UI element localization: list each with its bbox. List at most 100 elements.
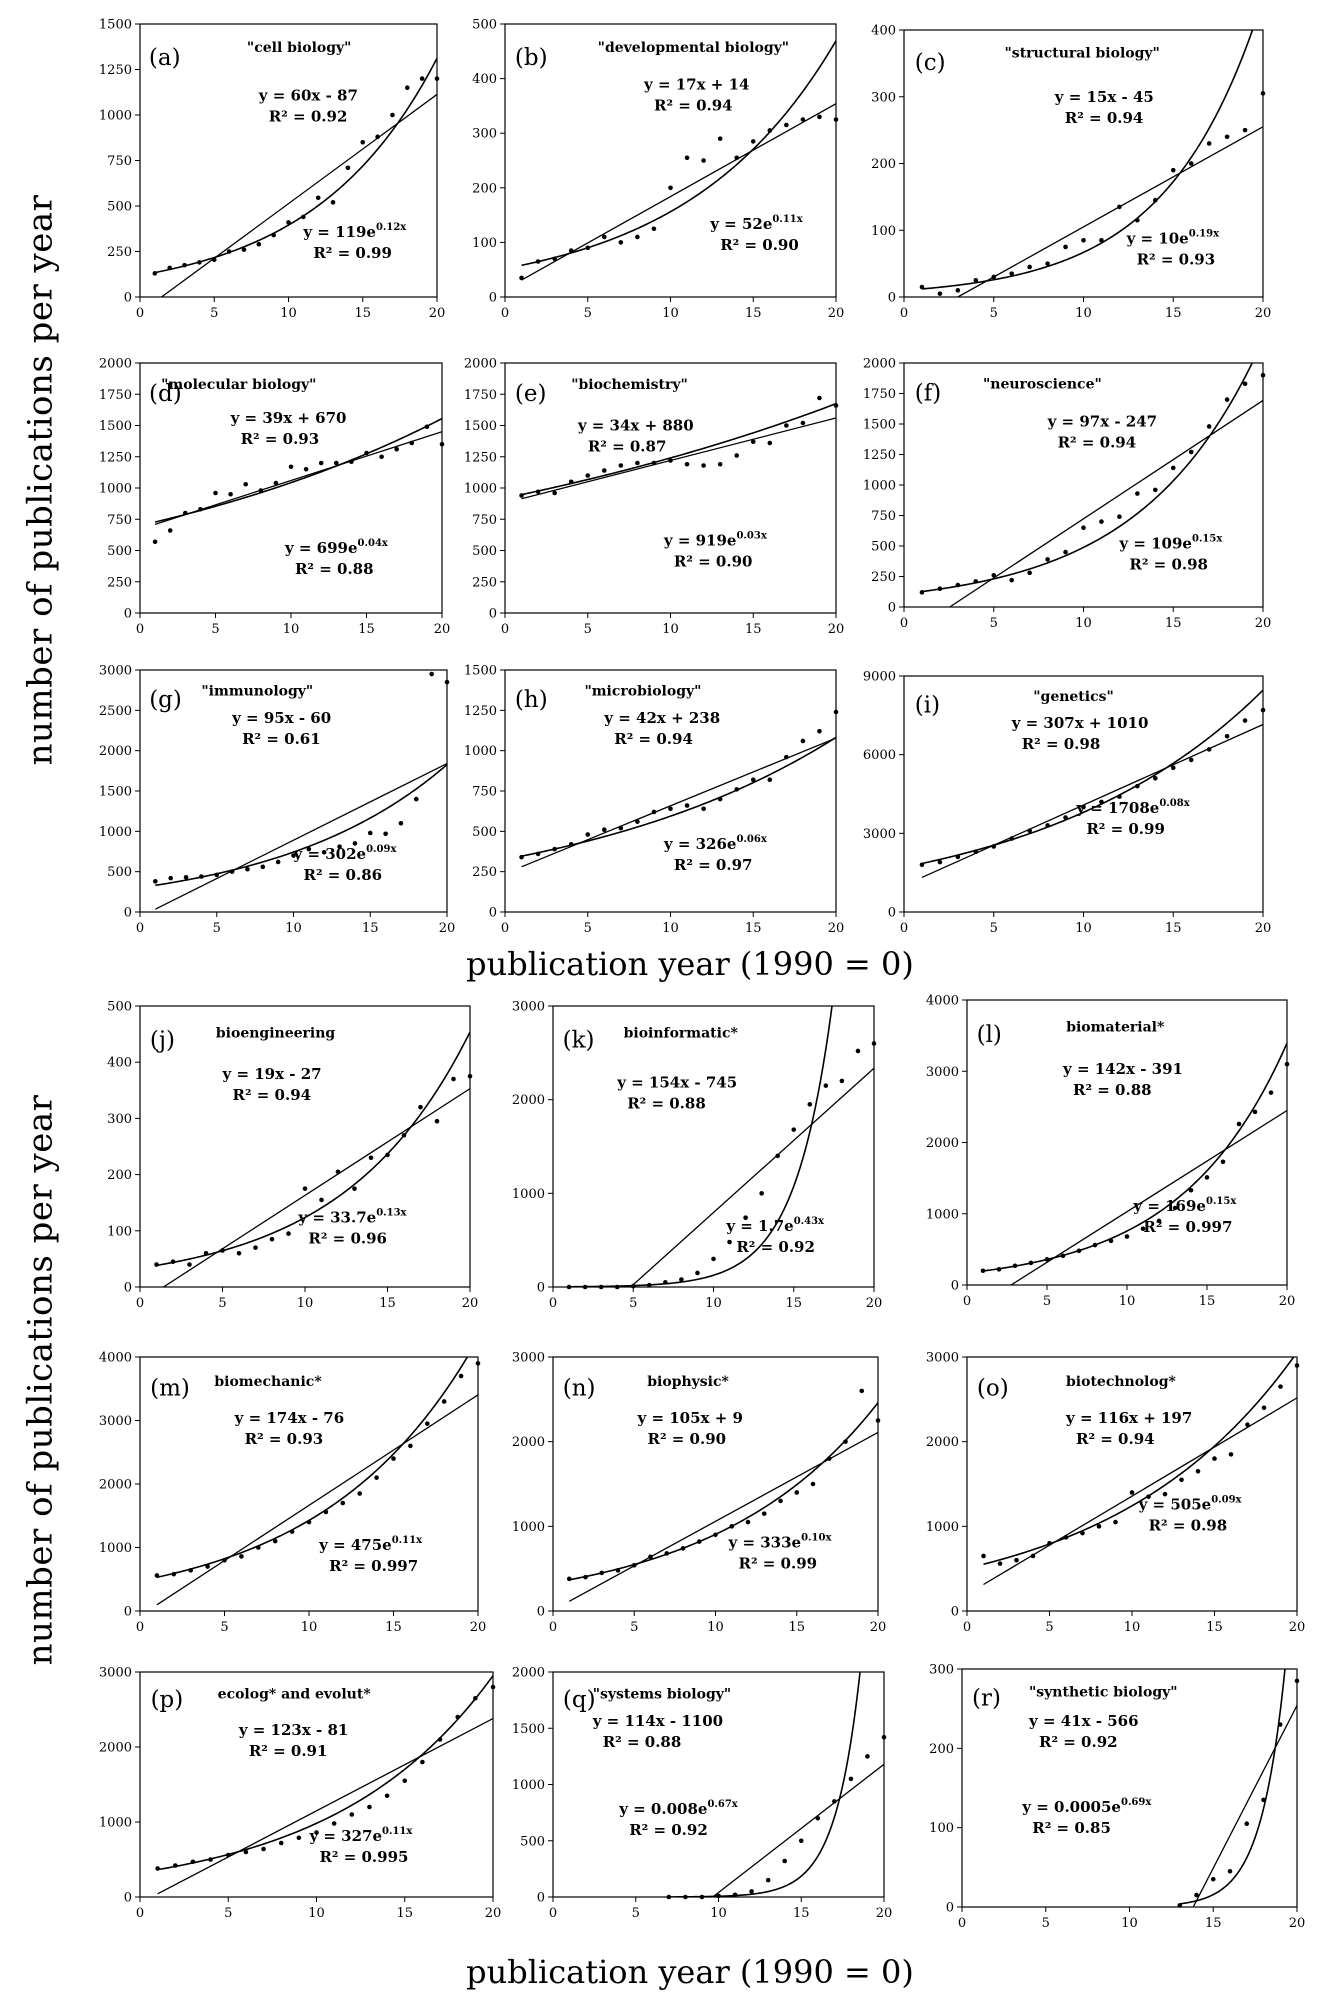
panel-h-y-tick-label: 1000 [464,744,497,759]
panel-j-y-tick-label: 300 [107,1112,132,1127]
panel-m-exp-r2: R² = 0.997 [329,1557,418,1575]
panel-o-y-tick-label: 2000 [926,1435,959,1450]
panel-a-data-point [301,214,306,220]
panel-l-data-point [1108,1238,1114,1244]
panel-h-frame [504,669,837,913]
panel-i-x-tick-label: 0 [900,921,908,936]
panel-b-data-point [701,158,706,163]
panel-d-data-point [152,539,158,545]
panel-g-y-tick-label: 1500 [99,785,132,800]
panel-a-x-tick-label: 10 [280,306,297,321]
panel-o-exp-r2: R² = 0.98 [1149,1516,1228,1534]
panel-b-x-tick-label: 0 [501,306,509,321]
panel-e-data-point [784,423,789,428]
panel-a-exp-equation: y = 119e0.12x [302,222,407,241]
panel-h-data-point [651,809,657,815]
panel-g-x-tick-label: 0 [136,921,144,936]
panel-e-y-tick-label: 0 [489,607,497,622]
panel-p-data-point [331,1821,337,1826]
panel-g-data-point [414,796,419,802]
panel-a-data-point [226,249,232,254]
panel-g-y-tick-label: 2000 [99,744,132,759]
panel-i-linear-r2: R² = 0.98 [1022,735,1101,753]
panel-b-data-point [800,117,806,122]
panel-d-data-point [228,491,233,497]
panel-f-data-point [955,582,961,588]
panel-f-y-tick-label: 0 [888,601,896,616]
panel-d-y-tick-label: 500 [107,544,132,559]
panel-i-x-tick-label: 20 [1255,921,1272,936]
panel-o-data-point [997,1561,1003,1566]
panel-a-data-point [197,260,202,265]
panel-r-data-point [1227,1869,1233,1874]
panel-e-data-point [618,463,624,468]
panel-k-x-tick-label: 0 [549,1296,557,1311]
panel-q-linear-equation: y = 114x - 1100 [592,1712,723,1730]
panel-n-linear-equation: y = 105x + 9 [637,1409,743,1427]
panel-i-data-point [1242,718,1248,723]
panel-n-x-tick-label: 0 [549,1620,557,1635]
panel-m-x-tick-label: 10 [301,1620,318,1635]
panel-j-x-tick-label: 20 [462,1296,479,1311]
panel-g-data-point [306,846,312,852]
panel-l-data-point [1076,1248,1082,1254]
panel-r-data-point [1244,1821,1250,1826]
panel-l-data-point [996,1267,1002,1272]
panel-k-x-tick-label: 15 [785,1296,802,1311]
panel-m-title: biomechanic* [214,1374,322,1390]
panel-e-data-point [717,461,723,467]
panel-e-data-point [519,493,524,498]
panel-l-linear-fit-line [1010,1109,1287,1285]
panel-c-y-tick-label: 0 [888,291,896,306]
panel-a-data-point [256,241,262,247]
panel-b-data-point [734,155,739,161]
panel-h-exp-r2: R² = 0.97 [674,856,753,874]
panel-b-data-point [668,185,673,191]
panel-i-data-point [1188,757,1194,763]
panel-d-linear-equation: y = 39x + 670 [230,409,347,427]
panel-e-y-tick-label: 1500 [464,419,497,434]
panel-r-label: (r) [972,1686,1001,1712]
panel-g-y-tick-label: 2500 [99,704,132,719]
panel-l-data-point [1188,1187,1194,1193]
panel-k-data-point [743,1215,748,1220]
panel-g-y-tick-label: 500 [107,865,132,880]
panel-f-y-tick-label: 1000 [863,479,896,494]
panel-c-linear-equation: y = 15x - 45 [1054,88,1154,106]
panel-f-exp-fit-curve [921,363,1254,593]
panel-b-data-point [651,226,657,232]
panel-k-data-point [582,1284,588,1290]
panel-o-x-tick-label: 15 [1206,1620,1223,1635]
panel-k-data-point [823,1083,829,1088]
panel-g-y-tick-label: 0 [124,906,132,921]
panel-d-linear-fit-line [154,431,442,525]
panel-p-data-point [349,1812,355,1817]
panel-o-data-point [1294,1363,1300,1368]
panel-k-data-point [630,1283,636,1289]
panel-e-y-tick-label: 1250 [464,450,497,465]
panel-q-x-tick-label: 20 [876,1906,893,1921]
panel-b-x-tick-label: 10 [662,306,679,321]
panel-p-x-tick-label: 5 [224,1906,232,1921]
panel-g-linear-fit-line [155,762,447,910]
panel-r-data-point [1194,1892,1199,1898]
panel-c-x-tick-label: 20 [1255,306,1272,321]
panel-r-data-point [1210,1876,1216,1882]
panel-r-data-point [1294,1678,1300,1684]
panel-a-label: (a) [149,45,181,71]
panel-b-data-point [717,136,723,141]
panel-n-data-point [810,1481,816,1487]
panel-a-x-tick-label: 15 [354,306,371,321]
panel-j-data-point [319,1197,324,1203]
panel-m-data-point [357,1491,363,1496]
panel-c-linear-fit-line [957,126,1263,297]
panel-d-data-point [167,528,173,533]
panel-c-data-point [919,284,925,290]
panel-q-y-tick-label: 500 [520,1834,545,1849]
panel-a-x-tick-label: 5 [210,306,218,321]
panel-o-data-point [1228,1452,1234,1457]
panel-b-y-tick-label: 0 [489,291,497,306]
panel-q-data-point [716,1893,721,1899]
panel-f-y-tick-label: 1750 [863,387,896,402]
panel-n-title: biophysic* [647,1374,729,1390]
